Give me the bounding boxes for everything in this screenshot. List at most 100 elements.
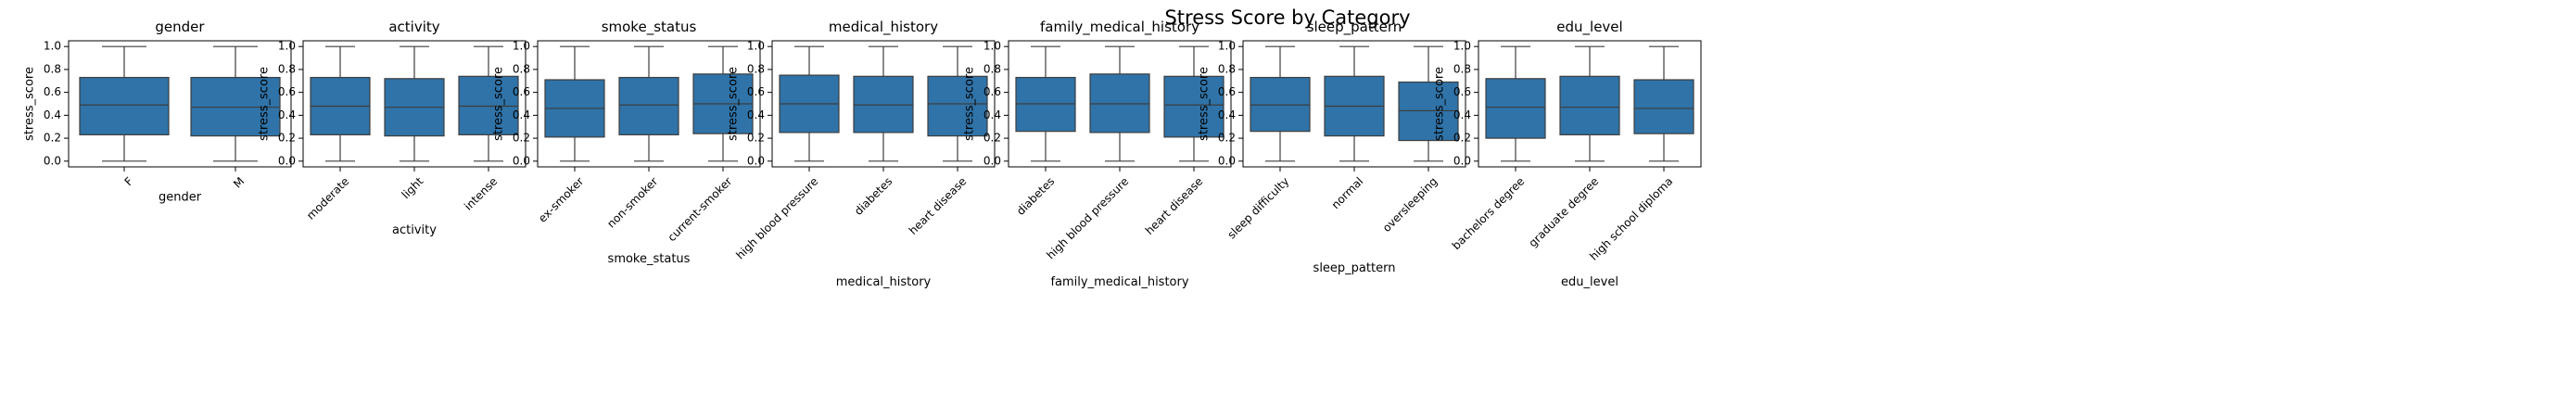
iqr-box [1633,79,1694,134]
y-tick-label: 0.6 [44,85,61,98]
y-tick-label: 0.4 [278,108,296,121]
y-tick-label: 0.4 [983,108,1001,121]
x-tick-label: moderate [304,174,351,222]
y-tick-label: 0.2 [513,132,530,145]
box-moderate [310,45,371,162]
x-axis-label: edu_level [1561,275,1618,289]
y-tick-label: 0.8 [278,62,296,75]
subplot-title: edu_level [1556,19,1622,36]
subplot-sleep-pattern: sleep_pattern 0.0 0.2 0.4 0.6 0.8 1.0 stress_sc… [1198,19,1466,275]
figure-title: Stress Score by Category [1164,6,1410,29]
y-tick-label: 0.6 [983,85,1001,98]
subplot-title: smoke_status [602,19,697,36]
y-tick-label: 0.6 [1453,85,1471,98]
box-high-school-diploma [1633,45,1694,162]
y-tick-label: 0.0 [747,154,765,167]
x-tick-label: bachelors degree [1450,174,1528,252]
y-tick-label: 0.4 [513,108,530,121]
box-diabetes [853,45,914,162]
y-tick-label: 1.0 [278,40,296,53]
x-tick-label: high blood pressure [733,174,820,261]
y-tick-label: 0.0 [513,154,530,167]
y-tick-label: 0.8 [1453,62,1471,75]
y-tick-label: 0.2 [983,132,1001,145]
iqr-box [1163,75,1225,138]
iqr-box [1398,81,1459,142]
iqr-box [1485,78,1546,139]
y-tick-label: 0.0 [278,154,296,167]
subplot-title: activity [388,19,439,35]
x-tick-label: light [400,174,426,201]
subplot-gender: gender 0.0 0.2 0.4 0.6 0.8 1.0 stress_score F Mge… [23,19,292,205]
y-tick-label: 0.4 [1453,108,1471,121]
y-tick-label: 0.0 [983,154,1001,167]
y-tick-label: 0.8 [1218,62,1236,75]
y-tick-label: 1.0 [513,40,530,53]
x-tick-label: current-smoker [666,174,735,244]
box-heart-disease [927,45,988,162]
iqr-box [190,76,281,137]
y-tick-label: 1.0 [747,40,765,53]
x-tick-label: high school diploma [1587,174,1675,262]
y-tick-label: 0.4 [1218,108,1236,121]
box-current-smoker [692,45,754,162]
subplot-title: gender [155,19,205,35]
box-sleep-difficulty [1250,45,1311,162]
box-bachelors-degree [1485,45,1546,162]
box-graduate-degree [1559,45,1620,162]
iqr-box [1250,76,1311,133]
y-tick-label: 1.0 [1218,40,1236,53]
y-tick-label: 0.2 [747,132,765,145]
y-tick-label: 0.6 [513,85,530,98]
box-F [79,45,170,162]
x-axis-label: family_medical_history [1050,275,1188,289]
box-heart-disease [1163,45,1225,162]
y-tick-label: 0.0 [1218,154,1236,167]
x-axis-label: activity [392,223,437,237]
subplot-activity: activity 0.0 0.2 0.4 0.6 0.8 1.0 stress_scoremo… [258,19,527,237]
x-tick-label: ex-smoker [536,174,586,224]
y-tick-label: 0.6 [1218,85,1236,98]
x-tick-label: diabetes [852,174,895,217]
subplot-title: sleep_pattern [1307,19,1402,36]
subplot-family-medical-history: family_medical_history 0.0 0.2 0.4 0.6 0.8 1.0… [963,19,1232,289]
y-tick-label: 0.4 [44,108,61,121]
y-tick-label: 0.0 [1453,154,1471,167]
y-tick-label: 1.0 [983,40,1001,53]
iqr-box [853,75,914,133]
x-tick-label: normal [1329,174,1366,211]
x-axis-label: sleep_pattern [1313,261,1396,275]
y-tick-label: 0.2 [278,132,296,145]
subplot-smoke-status: smoke_status 0.0 0.2 0.4 0.6 0.8 1.0 stress_sco… [492,19,761,266]
iqr-box [1015,76,1076,133]
iqr-box [1089,73,1150,133]
y-tick-label: 0.8 [983,62,1001,75]
x-tick-label: heart disease [907,174,969,236]
box-ex-smoker [544,45,605,162]
box-light [384,45,445,162]
y-axis-label: stress_score [727,67,741,141]
box-oversleeping [1398,45,1459,162]
box-normal [1324,45,1385,162]
subplot-title: family_medical_history [1040,19,1199,36]
subplot-title: medical_history [829,19,938,36]
subplot-edu-level: edu_level 0.0 0.2 0.4 0.6 0.8 1.0 stress_scoreb… [1433,19,1702,289]
x-tick-label: high blood pressure [1044,174,1131,261]
x-tick-label: oversleeping [1380,174,1440,235]
y-tick-label: 0.8 [44,62,61,75]
x-tick-label: intense [462,174,500,212]
x-tick-label: diabetes [1014,174,1057,217]
y-tick-label: 0.2 [1453,132,1471,145]
x-axis-label: smoke_status [608,252,691,266]
iqr-box [458,75,519,135]
iqr-box [927,75,988,137]
y-tick-label: 0.2 [44,132,61,145]
box-diabetes [1015,45,1076,162]
x-tick-label: sleep difficulty [1225,174,1291,241]
y-axis-label: stress_score [963,67,977,141]
y-tick-label: 0.4 [747,108,765,121]
x-axis-label: gender [159,191,202,205]
box-intense [458,45,519,162]
box-non-smoker [618,45,679,162]
